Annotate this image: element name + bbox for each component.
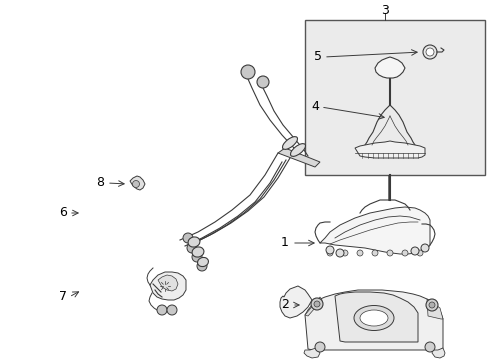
Bar [305,20,484,175]
Circle shape [386,250,392,256]
Circle shape [197,261,206,271]
Ellipse shape [282,137,297,149]
Circle shape [422,45,436,59]
Ellipse shape [359,310,387,326]
Circle shape [326,250,332,256]
Circle shape [325,246,333,254]
Text: 8: 8 [96,176,104,189]
Ellipse shape [290,144,305,156]
Text: 6: 6 [59,207,67,220]
Circle shape [420,244,428,252]
Circle shape [424,342,434,352]
Circle shape [241,65,254,79]
Circle shape [356,250,362,256]
Polygon shape [280,286,311,318]
Circle shape [425,48,433,56]
Circle shape [425,299,437,311]
Circle shape [167,305,177,315]
Polygon shape [334,292,417,342]
Polygon shape [319,207,429,254]
Text: 2: 2 [281,298,288,311]
Circle shape [428,302,434,308]
Polygon shape [158,275,178,291]
Circle shape [410,247,418,255]
Text: 3: 3 [380,4,388,17]
Polygon shape [374,57,404,78]
Circle shape [313,301,319,307]
Polygon shape [304,348,319,358]
Circle shape [157,305,167,315]
Ellipse shape [188,237,200,247]
Circle shape [371,250,377,256]
Circle shape [257,76,268,88]
Polygon shape [150,272,185,300]
Text: 4: 4 [310,100,318,113]
Polygon shape [305,297,321,316]
Polygon shape [354,141,424,158]
Circle shape [192,252,202,262]
Circle shape [335,249,343,257]
Text: 7: 7 [59,291,67,303]
Ellipse shape [353,306,393,330]
Ellipse shape [192,247,203,257]
Polygon shape [426,299,442,319]
Circle shape [314,342,325,352]
Polygon shape [431,348,444,358]
Text: 1: 1 [281,237,288,249]
Polygon shape [130,176,145,190]
Circle shape [310,298,323,310]
Polygon shape [278,148,319,167]
Circle shape [186,243,197,253]
Ellipse shape [197,257,208,266]
Polygon shape [305,290,442,351]
Circle shape [401,250,407,256]
Circle shape [341,250,347,256]
Circle shape [132,180,139,188]
Text: 5: 5 [313,50,321,63]
Circle shape [416,250,422,256]
Circle shape [183,233,193,243]
